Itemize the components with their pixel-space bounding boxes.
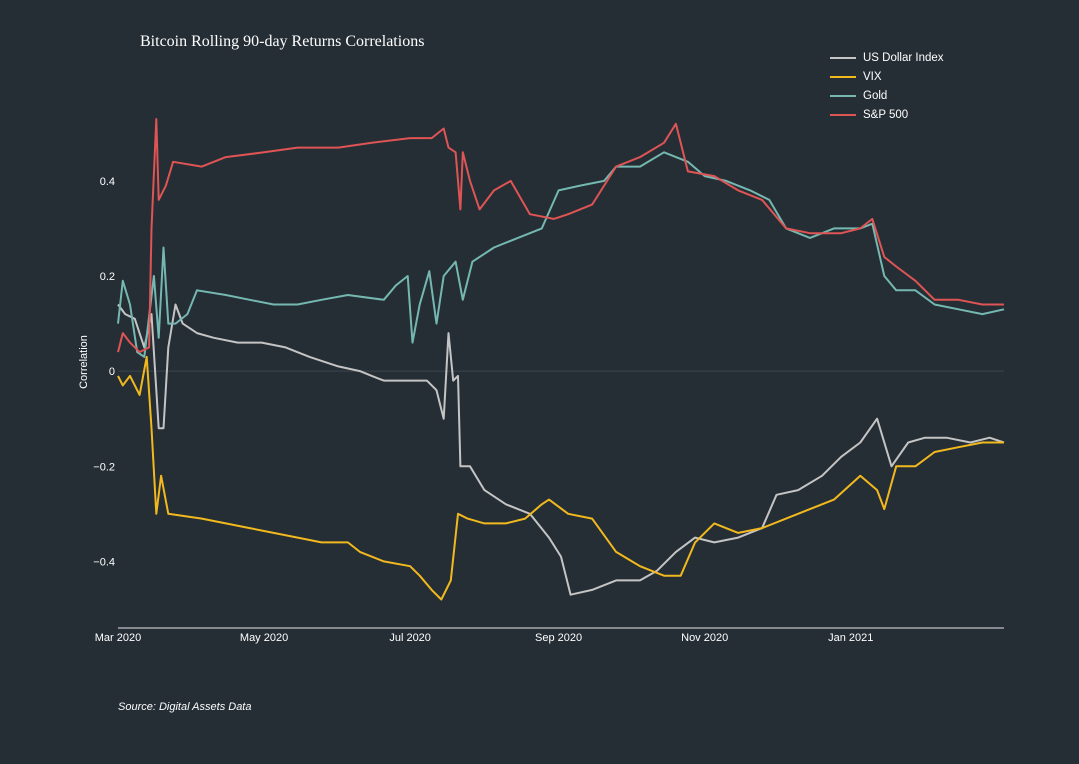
x-tick-label: May 2020 — [240, 632, 288, 644]
y-tick-label: 0.4 — [100, 176, 115, 188]
legend-swatch — [830, 94, 856, 97]
legend-item[interactable]: VIX — [830, 67, 944, 86]
chart-title: Bitcoin Rolling 90-day Returns Correlati… — [140, 33, 425, 50]
legend-label: US Dollar Index — [863, 51, 944, 64]
x-tick-label: Nov 2020 — [681, 632, 728, 644]
y-axis-label: Correlation — [78, 335, 90, 389]
legend-item[interactable]: US Dollar Index — [830, 48, 944, 67]
x-tick-label: Mar 2020 — [95, 632, 141, 644]
y-tick-label: 0.2 — [100, 271, 115, 283]
series-line-s-p-500 — [117, 118, 1004, 354]
legend-swatch — [830, 56, 856, 59]
series-line-vix — [117, 355, 1004, 601]
legend-item[interactable]: S&P 500 — [830, 105, 944, 124]
legend-swatch — [830, 113, 856, 116]
y-tick-label: −0.4 — [93, 556, 115, 568]
x-tick-label: Sep 2020 — [535, 632, 582, 644]
legend-item[interactable]: Gold — [830, 86, 944, 105]
y-tick-label: 0 — [109, 366, 115, 378]
x-tick-label: Jul 2020 — [389, 632, 431, 644]
y-tick-label: −0.2 — [93, 461, 115, 473]
source-note: Source: Digital Assets Data — [118, 701, 252, 713]
series-line-us-dollar-index — [117, 303, 1005, 596]
legend-label: VIX — [863, 70, 882, 83]
legend-swatch — [830, 75, 856, 78]
chart-legend: US Dollar Index VIX Gold S&P 500 — [830, 48, 944, 124]
series-line-gold — [117, 151, 1005, 358]
legend-label: S&P 500 — [863, 108, 909, 121]
legend-label: Gold — [863, 89, 888, 102]
x-tick-label: Jan 2021 — [828, 632, 873, 644]
